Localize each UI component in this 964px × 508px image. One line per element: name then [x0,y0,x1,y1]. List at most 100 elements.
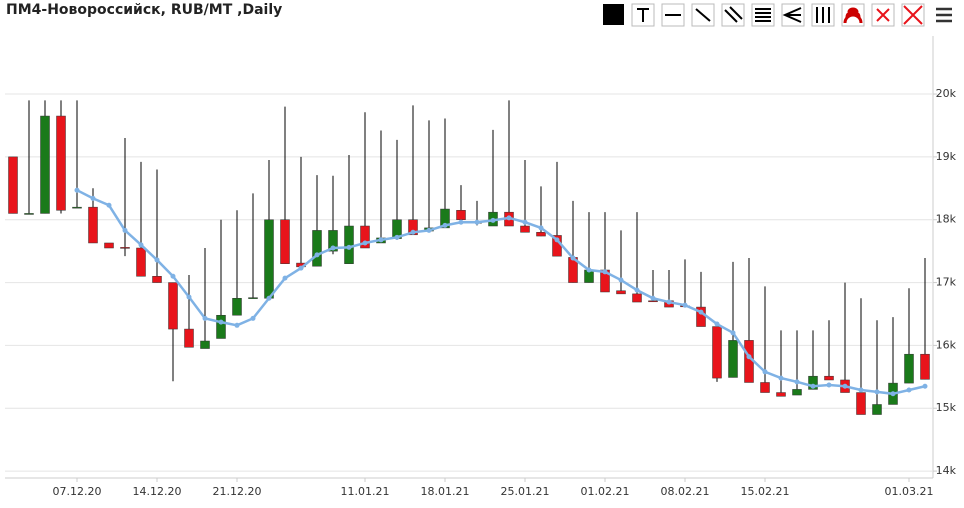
toolbar [603,3,952,27]
x-tick-label: 18.01.21 [421,485,470,498]
candle-body [248,297,258,299]
moving-average-point [810,383,816,389]
moving-average-point [266,295,272,301]
moving-average-point [826,382,832,388]
x-tick-label: 15.02.21 [741,485,790,498]
moving-average-point [890,391,896,397]
moving-average-point [90,195,96,201]
x-tick-label: 14.12.20 [133,485,182,498]
moving-average-point [426,227,432,233]
moving-average-point [394,234,400,240]
moving-average-point [378,237,384,243]
candle-body [328,230,338,252]
x-tick-label: 01.02.21 [581,485,630,498]
moving-average-point [458,219,464,225]
tool-text[interactable] [631,3,655,27]
candle-body [184,328,194,348]
tool-fib[interactable] [751,3,775,27]
moving-average-point [234,322,240,328]
y-tick-label: 16k [936,338,957,351]
moving-average-point [74,187,80,193]
candle-body [408,219,418,236]
tool-vlines[interactable] [811,3,835,27]
candle-body [456,210,466,220]
moving-average-point [922,383,928,389]
moving-average-point [602,269,608,275]
candle-body [104,242,114,249]
y-tick-label: 20k [936,87,957,100]
tool-trend[interactable] [691,3,715,27]
x-tick-label: 21.12.20 [213,485,262,498]
candle-body [808,375,818,390]
moving-average-point [698,309,704,315]
menu[interactable] [936,7,952,23]
candle-body [712,326,722,379]
moving-average-point [474,219,480,225]
x-tick-label: 11.01.21 [341,485,390,498]
moving-average-point [170,273,176,279]
x-tick-label: 25.01.21 [501,485,550,498]
tool-delete-all[interactable] [901,3,925,27]
candle-body [920,353,930,380]
candle-body [216,314,226,339]
candle-body [280,219,290,264]
candle-body [152,276,162,283]
candle-body [24,213,34,215]
moving-average-point [410,229,416,235]
candle-body [8,156,18,214]
moving-average-point [522,219,528,225]
tool-color[interactable] [603,4,624,25]
moving-average-line [76,189,926,396]
candle-body [168,282,178,330]
moving-average-point [442,222,448,228]
candle-body [232,298,242,316]
moving-average-point [682,302,688,308]
tool-arcs[interactable] [841,3,865,27]
candle-body [264,219,274,299]
y-tick-label: 17k [936,276,957,289]
candle-body [616,290,626,295]
moving-average-point [746,354,752,360]
candle-body [856,392,866,415]
moving-average-point [666,299,672,305]
moving-average-point [330,245,336,251]
moving-average-point [906,387,912,393]
candle-body [904,353,914,384]
moving-average-point [554,237,560,243]
candle-body [632,293,642,303]
moving-average-point [714,321,720,327]
moving-average-point [154,257,160,263]
candle-body [344,225,354,264]
candle-body [360,225,370,249]
candle-body [72,206,82,209]
y-tick-label: 18k [936,213,957,226]
moving-average-point [250,315,256,321]
y-tick-label: 15k [936,401,957,414]
candle-body [824,375,834,381]
candle-body [120,247,130,249]
moving-average-point [122,227,128,233]
candle-body [56,115,66,211]
moving-average-point [650,295,656,301]
candle-body [536,232,546,237]
moving-average-point [538,225,544,231]
tool-delete[interactable] [871,3,895,27]
candle-body [520,225,530,233]
moving-average-point [314,252,320,258]
tool-fan[interactable] [781,3,805,27]
moving-average-point [202,315,208,321]
moving-average-point [730,330,736,336]
moving-average-point [858,387,864,393]
candle-body [88,206,98,244]
tool-hline[interactable] [661,3,685,27]
moving-average-point [634,287,640,293]
moving-average-point [570,255,576,261]
moving-average-point [106,202,112,208]
candle-body [136,247,146,277]
candle-body [40,115,50,214]
moving-average-point [490,217,496,223]
candle-body [872,404,882,415]
tool-channel[interactable] [721,3,745,27]
moving-average-point [298,265,304,271]
